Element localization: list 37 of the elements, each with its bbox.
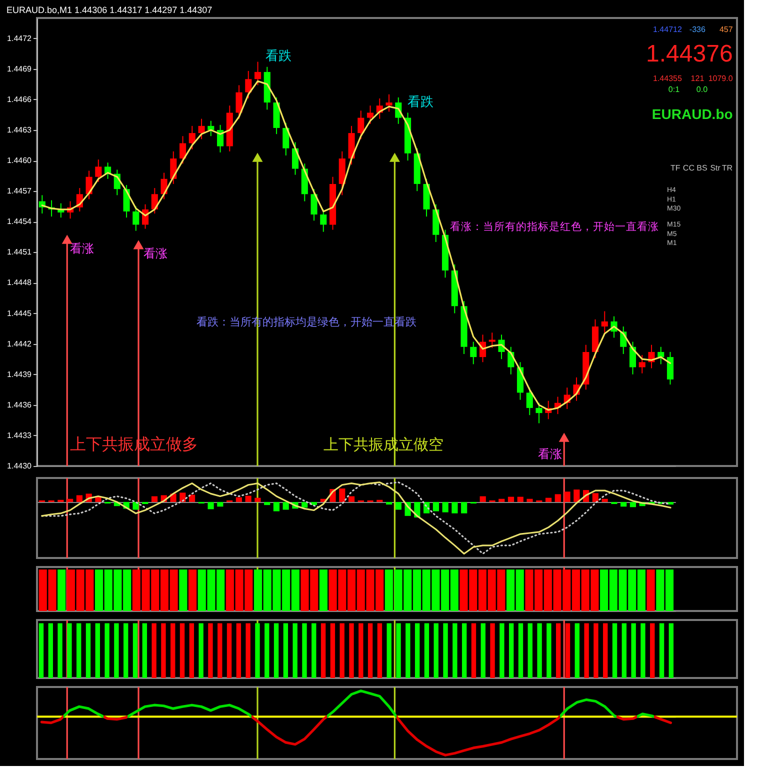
annotation: 1.44376	[646, 40, 733, 68]
text: 121	[690, 74, 705, 83]
annotation: 看跌	[266, 48, 292, 64]
y-tick-label: 1.4448	[7, 278, 32, 288]
y-tick-label: 1.4442	[7, 339, 32, 348]
y-tick-label: 1.4469	[7, 64, 32, 74]
annotation: 1.44712	[653, 25, 682, 34]
annotation: 看涨	[538, 446, 562, 461]
text: TR	[722, 164, 733, 173]
y-tick-label: 1.4454	[7, 217, 32, 226]
y-tick-label: 1.4457	[7, 186, 32, 196]
y-tick-label: 1.4460	[7, 156, 32, 166]
text: Str	[710, 164, 721, 173]
chart-title: EURAUD.bo,M1 1.44306 1.44317 1.44297 1.44307	[6, 5, 212, 15]
text: BS	[696, 164, 708, 173]
annotation: EURAUD.bo	[652, 106, 733, 122]
annotation: 看涨	[143, 246, 168, 261]
y-tick-label: 1.4466	[7, 94, 32, 104]
annotation: 看涨	[70, 242, 94, 256]
y-tick-label: 1.4472	[7, 34, 32, 43]
annotation: 看涨：当所有的指标是红色，开始一直看涨	[450, 220, 659, 234]
text: 457	[719, 25, 734, 34]
text: 0.0	[696, 85, 708, 94]
y-tick-label: 1.4463	[7, 126, 32, 134]
text: CC	[682, 164, 695, 173]
annotation: 1.44355	[653, 74, 682, 83]
y-tick-label: 1.4451	[7, 248, 32, 257]
text: 1079.0	[708, 74, 734, 83]
y-tick-label: 1.4430	[7, 462, 32, 470]
annotation: TF	[670, 164, 680, 173]
y-tick-label: 1.4439	[7, 370, 32, 379]
text: -336	[689, 25, 706, 34]
y-tick-label: 1.4445	[7, 308, 32, 318]
y-tick-label: 1.4436	[7, 400, 32, 410]
annotation: 0:1	[668, 85, 680, 94]
annotation: 看跌	[408, 94, 434, 110]
y-tick-label: 1.4433	[7, 430, 32, 440]
